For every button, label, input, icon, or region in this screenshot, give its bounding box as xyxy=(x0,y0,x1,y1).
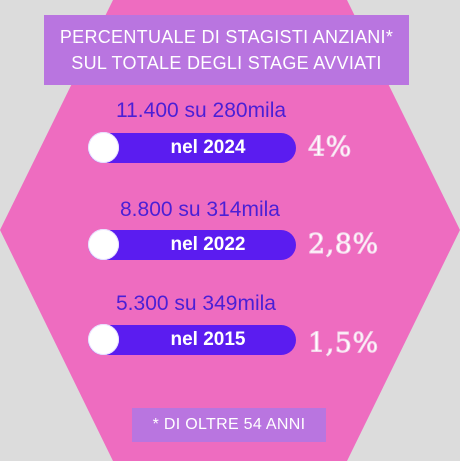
footnote-box: * DI OLTRE 54 ANNI xyxy=(132,408,326,442)
row-2022-heading: 8.800 su 314mila xyxy=(0,198,460,222)
row-2015-toggle-knob xyxy=(88,324,119,355)
title-line-2: SUL TOTALE DEGLI STAGE AVVIATI xyxy=(71,53,382,73)
row-2022-percent: 2,8% xyxy=(308,229,379,261)
row-2024-percent: 4% xyxy=(308,132,352,164)
row-2024-pill: nel 2024 xyxy=(88,132,296,163)
row-2024-total: su 280mila xyxy=(184,99,287,122)
title-label-box: PERCENTUALE DI STAGISTI ANZIANI* SUL TOT… xyxy=(44,15,409,85)
row-2024-year: nel 2024 xyxy=(170,137,246,158)
row-2015-count: 5.300 xyxy=(116,292,169,315)
row-2022-count: 8.800 xyxy=(120,198,173,221)
row-2015-total: su 349mila xyxy=(174,292,276,315)
row-2015-heading: 5.300 su 349mila xyxy=(0,292,460,316)
row-2024-toggle-knob xyxy=(88,132,119,163)
row-2015-percent: 1,5% xyxy=(308,328,379,360)
row-2015-year: nel 2015 xyxy=(170,329,246,350)
row-2024-heading: 11.400 su 280mila xyxy=(0,99,460,123)
row-2022-year: nel 2022 xyxy=(170,234,246,255)
row-2024-count: 11.400 xyxy=(116,99,179,122)
title-line-1: PERCENTUALE DI STAGISTI ANZIANI* xyxy=(59,27,394,47)
row-2022-toggle-knob xyxy=(88,229,119,260)
row-2022-total: su 314mila xyxy=(178,198,280,221)
row-2022-pill: nel 2022 xyxy=(88,229,296,260)
row-2015-pill: nel 2015 xyxy=(88,324,296,355)
